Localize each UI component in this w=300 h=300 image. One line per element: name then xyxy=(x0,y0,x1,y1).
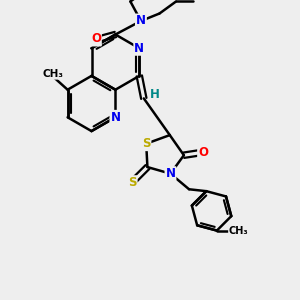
Text: N: N xyxy=(134,42,144,55)
Text: H: H xyxy=(150,88,160,101)
Text: N: N xyxy=(110,111,120,124)
Text: S: S xyxy=(128,176,137,189)
Text: O: O xyxy=(198,146,208,159)
Text: CH₃: CH₃ xyxy=(42,69,63,79)
Text: N: N xyxy=(136,14,146,28)
Text: O: O xyxy=(91,32,101,46)
Text: N: N xyxy=(166,167,176,180)
Text: S: S xyxy=(142,137,150,150)
Text: CH₃: CH₃ xyxy=(229,226,249,236)
